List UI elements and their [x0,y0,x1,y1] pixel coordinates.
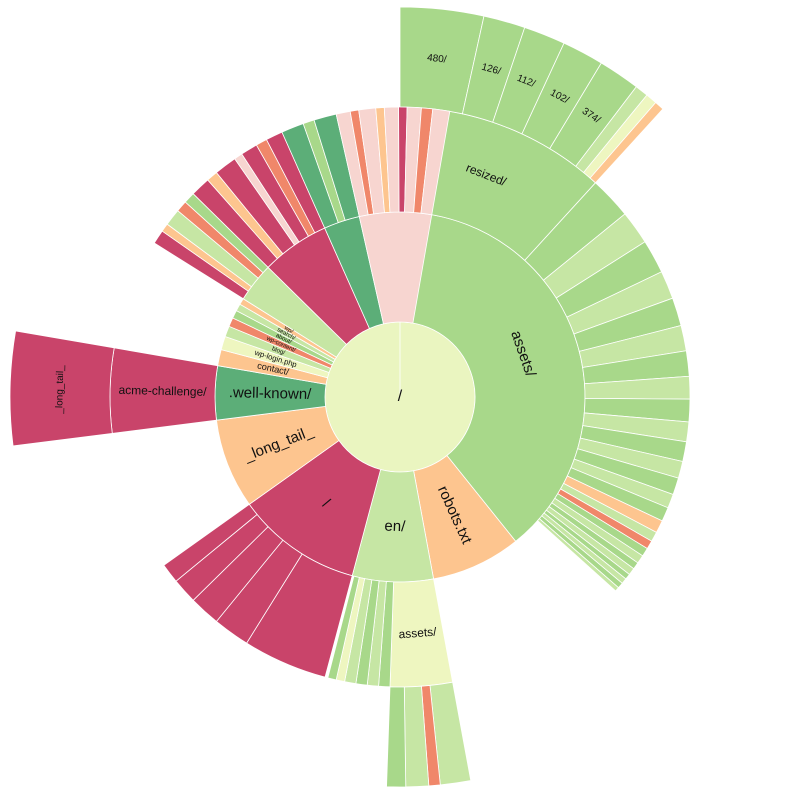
segment-acme-challenge[interactable] [109,347,219,434]
segment-assets[interactable] [389,578,454,688]
sunburst-arcs [9,6,691,788]
segment-long-tail[interactable] [9,330,115,447]
segment-unlabeled[interactable] [327,575,360,681]
segment-unlabeled[interactable] [386,686,407,788]
root-segment[interactable] [324,321,476,473]
segment-unlabeled[interactable] [420,108,451,216]
segment-unlabeled[interactable] [536,518,620,592]
